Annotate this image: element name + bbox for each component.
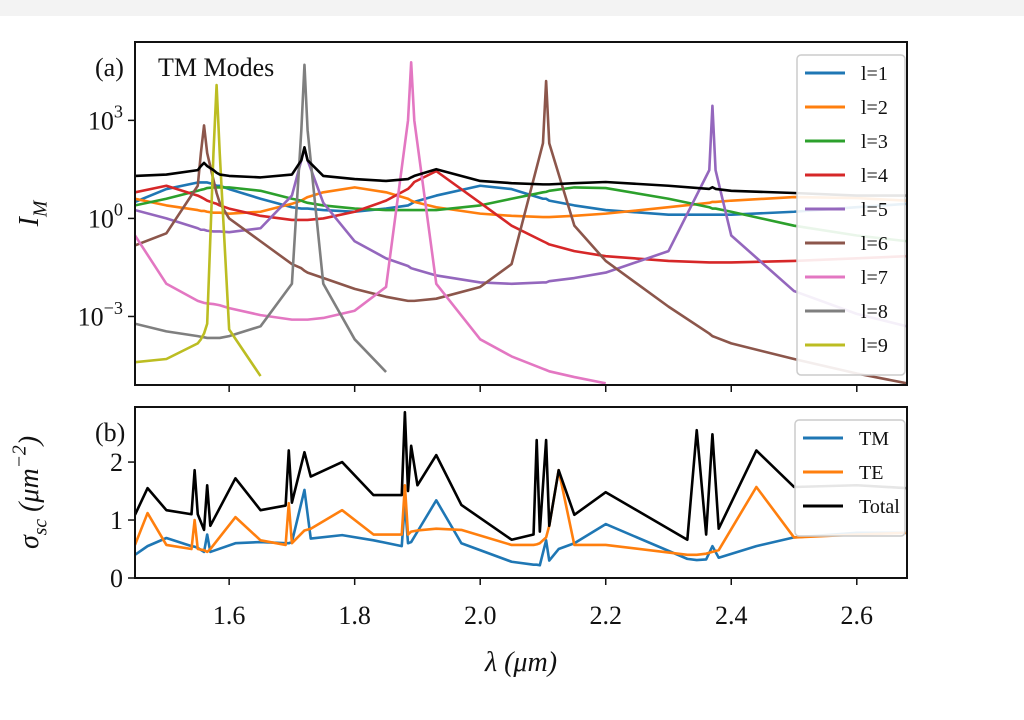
legend-label: l=3 <box>861 131 888 153</box>
series-line <box>135 83 262 377</box>
legend-label: l=9 <box>861 335 888 357</box>
legend-label: l=1 <box>861 63 888 85</box>
legend-box <box>796 54 906 376</box>
legend-label: l=4 <box>861 165 888 187</box>
plot-area <box>135 410 907 567</box>
series-line <box>135 146 907 197</box>
series-line <box>135 468 907 557</box>
panel-label: (a) <box>95 53 124 82</box>
axes-frame <box>134 41 908 386</box>
x-tick-label: 2.6 <box>841 601 874 630</box>
legend-label: l=5 <box>861 199 888 221</box>
series-line <box>135 63 387 373</box>
series-line <box>135 60 606 385</box>
series-line <box>135 104 907 328</box>
y-axis-label: IM <box>14 199 51 227</box>
y-tick-label: 100 <box>88 200 123 234</box>
series-line <box>135 410 907 542</box>
x-tick-label: 1.6 <box>213 601 246 630</box>
x-tick-label: 2.4 <box>715 601 748 630</box>
legend-label: l=7 <box>861 267 888 289</box>
annotation: TM Modes <box>158 53 274 82</box>
legend-label: l=2 <box>861 97 888 119</box>
series-line <box>135 488 907 567</box>
plot-area <box>135 60 907 385</box>
y-tick-label: 103 <box>88 102 123 136</box>
y-tick-label: 0 <box>110 564 123 593</box>
y-tick-label: 2 <box>110 448 123 477</box>
x-axis-label: λ (μm) <box>484 647 557 678</box>
legend-label: TM <box>859 428 889 450</box>
panel-label: (b) <box>95 418 125 447</box>
x-tick-label: 2.0 <box>464 601 497 630</box>
top-strip <box>0 0 1024 16</box>
legend-label: Total <box>859 496 900 518</box>
y-tick-label: 10−3 <box>78 298 123 332</box>
axes-frame <box>134 406 908 579</box>
series-line <box>135 169 907 264</box>
series-line <box>135 186 907 219</box>
legend-label: TE <box>859 462 883 484</box>
x-tick-label: 1.8 <box>338 601 371 630</box>
legend-label: l=6 <box>861 233 888 255</box>
legend-label: l=8 <box>861 301 888 323</box>
y-tick-label: 1 <box>110 506 123 535</box>
y-axis-label: σsc (μm−2) <box>9 436 51 549</box>
x-tick-label: 2.2 <box>589 601 622 630</box>
